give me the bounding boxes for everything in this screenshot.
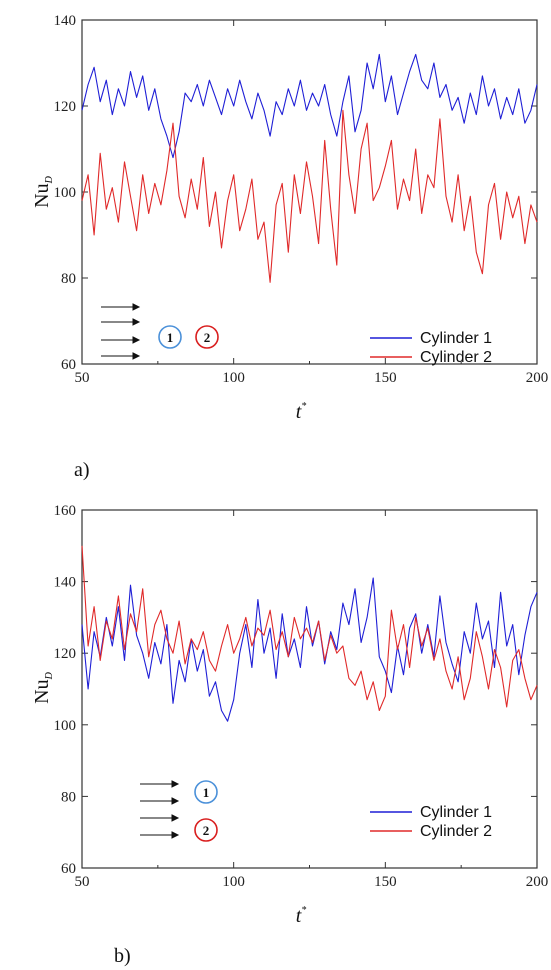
y-tick-label-b: 100 <box>54 718 77 734</box>
flow-schematic-b: 1 2 <box>140 780 218 842</box>
x-tick-label-a: 200 <box>526 370 549 386</box>
x-tick-label-b: 50 <box>75 874 90 890</box>
series-line-cylinder1-a <box>81 53 538 159</box>
cylinder-1-number-b: 1 <box>203 785 210 800</box>
cylinder-1-marker-a <box>158 325 182 349</box>
y-tick-label-b: 160 <box>54 503 77 519</box>
y-tick-label-b: 140 <box>54 575 77 591</box>
y-tick-label-a: 60 <box>61 357 76 373</box>
y-tick-label-a: 100 <box>54 185 77 201</box>
cylinder-1-number-a: 1 <box>167 330 174 345</box>
legend-label-cylinder1-a: Cylinder 1 <box>420 330 492 347</box>
axis-ticks-a: 50 100 150 200 60 80 100 120 140 <box>54 13 549 386</box>
y-axis-label-a: NuD <box>31 175 55 207</box>
panel-label-b: b) <box>114 945 131 967</box>
legend-label-cylinder1-b: Cylinder 1 <box>420 804 492 821</box>
y-tick-label-b: 120 <box>54 646 77 662</box>
y-axis-label-b: NuD <box>31 671 55 703</box>
cylinder-2-number-b: 2 <box>203 823 210 838</box>
chart-panel-b: 50 100 150 200 60 80 100 120 140 160 NuD t* 1 2 C… <box>31 503 548 967</box>
x-axis-label-b: t* <box>296 905 307 927</box>
series-lines-b <box>81 545 538 722</box>
x-axis-label-a: t* <box>296 401 307 423</box>
x-tick-label-b: 150 <box>374 874 397 890</box>
series-line-cylinder2-b <box>81 545 538 712</box>
cylinder-1-marker-b <box>194 780 218 804</box>
plot-frame-a <box>81 19 538 365</box>
x-tick-label-a: 150 <box>374 370 397 386</box>
cylinder-2-marker-a <box>195 325 219 349</box>
series-line-cylinder2-a <box>81 109 538 283</box>
x-tick-label-a: 50 <box>75 370 90 386</box>
flow-schematic-a: 1 2 <box>101 303 219 360</box>
legend-b: Cylinder 1 Cylinder 2 <box>370 804 492 840</box>
cylinder-2-number-a: 2 <box>204 330 211 345</box>
x-tick-label-b: 100 <box>222 874 245 890</box>
y-tick-label-b: 80 <box>61 789 76 805</box>
y-tick-label-a: 80 <box>61 271 76 287</box>
cylinder-2-marker-b <box>194 818 218 842</box>
legend-label-cylinder2-b: Cylinder 2 <box>420 823 492 840</box>
y-tick-label-a: 140 <box>54 13 77 29</box>
series-lines-a <box>81 53 538 283</box>
panel-label-a: a) <box>74 459 90 481</box>
x-tick-label-b: 200 <box>526 874 549 890</box>
legend-a: Cylinder 1 Cylinder 2 <box>370 330 492 366</box>
x-tick-label-a: 100 <box>222 370 245 386</box>
legend-label-cylinder2-a: Cylinder 2 <box>420 349 492 366</box>
series-line-cylinder1-b <box>81 577 538 722</box>
chart-panel-a: 50 100 150 200 60 80 100 120 140 NuD t* 1 2 <box>31 13 548 481</box>
y-tick-label-b: 60 <box>61 861 76 877</box>
axis-ticks-b: 50 100 150 200 60 80 100 120 140 160 <box>54 503 549 890</box>
y-tick-label-a: 120 <box>54 99 77 115</box>
